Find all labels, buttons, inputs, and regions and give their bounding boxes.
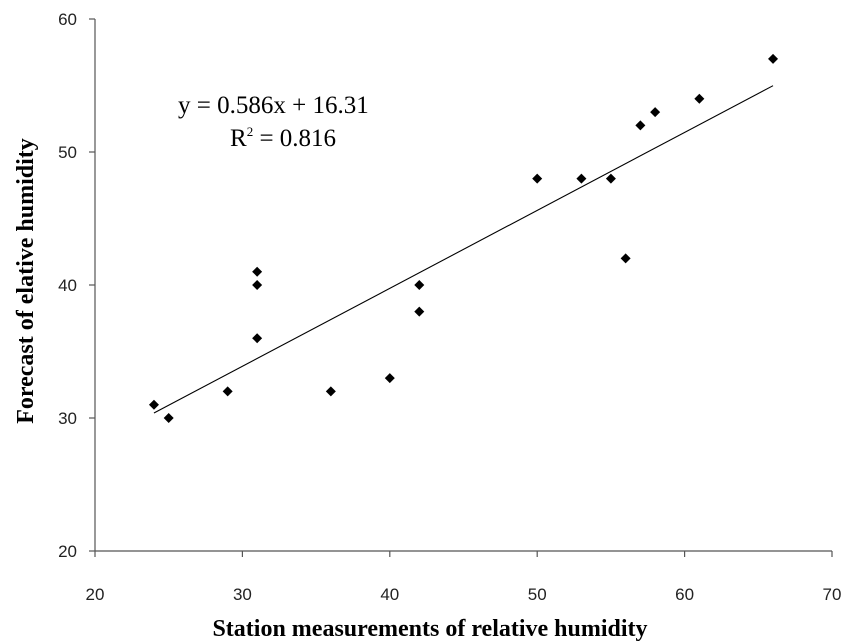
x-tick-label: 50	[528, 585, 547, 604]
data-point	[325, 386, 336, 397]
data-point	[222, 386, 233, 397]
data-point	[148, 399, 159, 410]
x-tick-label: 70	[823, 585, 842, 604]
data-points	[148, 53, 779, 423]
data-point	[414, 280, 425, 290]
data-point	[252, 266, 263, 277]
x-tick-label: 40	[380, 585, 399, 604]
x-axis-title: Station measurements of relative humidit…	[212, 616, 647, 642]
y-axis-ticks: 20 30 40 50 60	[58, 10, 95, 561]
y-tick-label: 30	[58, 409, 77, 428]
y-axis-title: Forecast of elative humidity	[13, 138, 39, 424]
r-squared-r: R	[230, 125, 247, 152]
x-tick-label: 30	[233, 585, 252, 604]
data-point	[384, 373, 395, 384]
r-squared-value: = 0.816	[253, 125, 336, 152]
r-squared-superscript: 2	[247, 124, 254, 139]
x-axis-ticks: 20 30 40 50 60 70	[86, 551, 842, 604]
r-squared-label: R2 = 0.816	[230, 124, 336, 152]
data-point	[768, 53, 779, 64]
data-point	[252, 333, 263, 344]
data-point	[532, 173, 543, 184]
trendline	[153, 85, 774, 414]
x-tick-label: 20	[86, 585, 105, 604]
x-tick-label: 60	[675, 585, 694, 604]
y-tick-label: 20	[58, 542, 77, 561]
data-point	[620, 253, 631, 264]
data-point	[650, 107, 661, 118]
data-point	[605, 173, 616, 184]
data-point	[576, 173, 587, 184]
y-tick-label: 60	[58, 10, 77, 29]
data-point	[414, 306, 425, 317]
trendline-equation: y = 0.586x + 16.31	[178, 92, 369, 119]
data-point	[635, 120, 646, 131]
data-point	[163, 413, 174, 423]
y-tick-label: 40	[58, 276, 77, 295]
data-point	[252, 280, 263, 290]
y-tick-label: 50	[58, 143, 77, 162]
data-point	[694, 93, 705, 104]
